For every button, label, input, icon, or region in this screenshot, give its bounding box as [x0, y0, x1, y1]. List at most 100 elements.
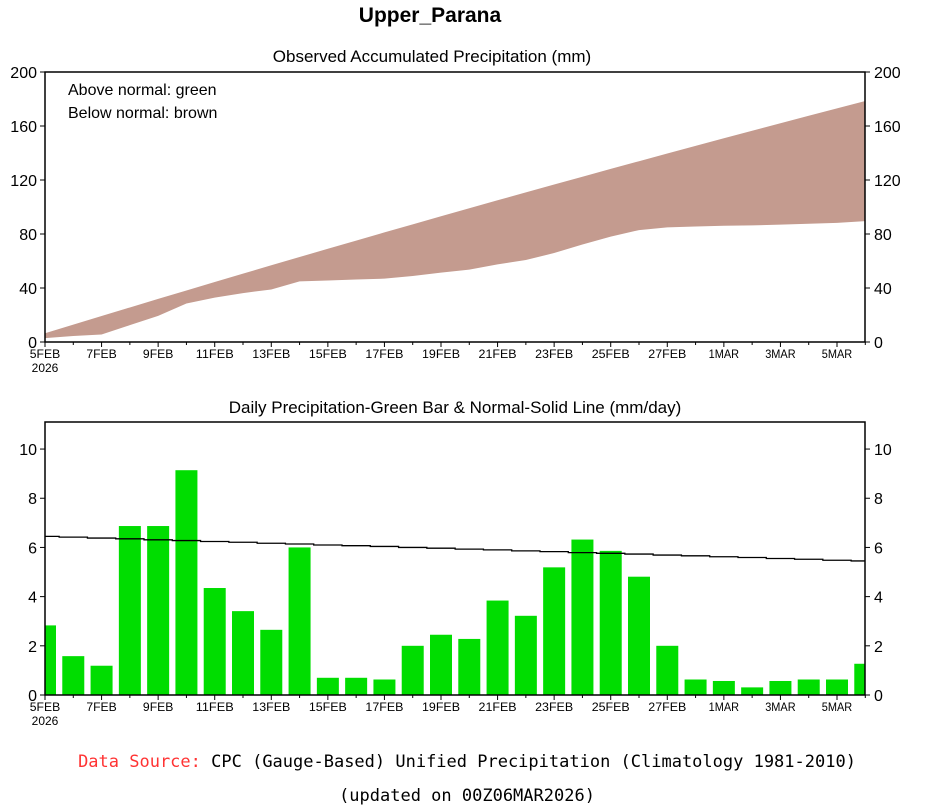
bottom-y-tick-label-right: 2 [874, 639, 883, 656]
top-x-tick-label: 23FEB [535, 347, 573, 361]
top-y-tick-label-left: 0 [28, 335, 37, 352]
daily-precip-bar [797, 679, 820, 695]
data-source-line: Data Source: CPC (Gauge-Based) Unified P… [0, 752, 934, 772]
daily-precip-bar [260, 629, 283, 695]
top-y-tick-label-left: 120 [10, 173, 37, 190]
data-source-text: CPC (Gauge-Based) Unified Precipitation … [211, 752, 856, 772]
bottom-x-tick-label: 5FEB [30, 700, 60, 714]
top-x-tick-label: 7FEB [86, 347, 116, 361]
top-y-tick-label-right: 160 [874, 119, 901, 136]
main-title: Upper_Parana [359, 4, 502, 27]
top-y-tick-label-right: 0 [874, 335, 883, 352]
top-x-tick-label: 11FEB [196, 347, 234, 361]
daily-precip-bar [543, 567, 566, 695]
daily-precip-bar [232, 611, 254, 695]
daily-precip-bar [147, 526, 170, 695]
bottom-x-tick-label: 17FEB [365, 700, 403, 714]
daily-precip-bar [316, 677, 339, 695]
top-plot-frame [44, 71, 866, 343]
bottom-x-tick-label: 5MAR [822, 700, 853, 714]
daily-precip-bar [401, 645, 424, 695]
bottom-x-tick-label: 19FEB [422, 700, 460, 714]
top-x-tick-label: 9FEB [143, 347, 173, 361]
top-x-tick-label: 25FEB [592, 347, 630, 361]
normal-precip-line [45, 535, 865, 562]
bottom-x-tick-label: 1MAR [709, 700, 740, 714]
top-chart-title: Observed Accumulated Precipitation (mm) [273, 47, 591, 66]
daily-precip-bar [826, 679, 848, 695]
bottom-y-tick-label-left: 2 [28, 639, 37, 656]
daily-precip-bar [571, 539, 594, 695]
daily-precip-bar [486, 600, 509, 695]
legend-above-normal: Above normal: green [68, 82, 217, 99]
daily-precip-bar [684, 679, 707, 695]
bottom-y-tick-label-right: 0 [874, 688, 883, 705]
accumulated-plot: 0 0 40 40 80 80 120 120 160 160 200 200 5FEB 7FEB 9FEB… [10, 65, 901, 375]
daily-precip-bar [90, 665, 113, 695]
bottom-x-tick-label: 11FEB [196, 700, 234, 714]
bottom-x-tick-label: 27FEB [648, 700, 686, 714]
precipitation-chart: Upper_Parana Observed Accumulated Precip… [10, 4, 901, 728]
top-y-tick-label-right: 200 [874, 65, 901, 82]
bottom-x-tick-label: 15FEB [309, 700, 347, 714]
daily-precip-bar [62, 656, 85, 695]
bottom-y-tick-label-left: 0 [28, 688, 37, 705]
legend-below-normal: Below normal: brown [68, 105, 217, 122]
bottom-x-tick-label: 21FEB [479, 700, 517, 714]
bottom-plot-frame [44, 421, 866, 696]
bottom-x-year-label: 2026 [32, 714, 59, 728]
bottom-chart-title: Daily Precipitation-Green Bar & Normal-S… [229, 398, 682, 417]
top-x-tick-label: 5FEB [30, 347, 60, 361]
top-x-tick-label: 19FEB [422, 347, 460, 361]
daily-precip-bar [656, 645, 679, 695]
bottom-y-tick-label-left: 4 [28, 590, 37, 607]
bottom-y-tick-label-right: 4 [874, 590, 883, 607]
daily-precip-bar [373, 679, 396, 695]
top-x-tick-label: 17FEB [365, 347, 403, 361]
daily-precip-bar [345, 677, 368, 695]
bottom-y-tick-label-right: 10 [874, 442, 892, 459]
daily-precip-bar [203, 588, 226, 695]
bottom-x-tick-label: 7FEB [86, 700, 116, 714]
bottom-x-tick-label: 3MAR [765, 700, 796, 714]
top-y-tick-label-right: 80 [874, 227, 892, 244]
top-y-tick-label-right: 120 [874, 173, 901, 190]
top-y-tick-label-right: 40 [874, 281, 892, 298]
daily-precip-bar [45, 625, 56, 695]
daily-precip-bar [628, 576, 650, 695]
daily-precip-bar [712, 680, 735, 695]
bottom-y-tick-label-left: 10 [19, 442, 37, 459]
bottom-y-tick-label-right: 8 [874, 491, 883, 508]
top-x-year-label: 2026 [32, 361, 59, 375]
top-x-tick-label: 5MAR [822, 347, 853, 361]
top-y-tick-label-left: 80 [19, 227, 37, 244]
top-x-tick-label: 15FEB [309, 347, 347, 361]
top-y-tick-label-left: 200 [10, 65, 37, 82]
bottom-x-tick-label: 9FEB [143, 700, 173, 714]
top-y-tick-label-left: 160 [10, 119, 37, 136]
top-x-tick-label: 1MAR [709, 347, 740, 361]
daily-precip-bar [741, 687, 764, 695]
daily-precip-bar [458, 638, 481, 695]
top-x-tick-label: 27FEB [648, 347, 686, 361]
daily-precip-bar [118, 526, 141, 695]
bottom-x-tick-label: 13FEB [252, 700, 290, 714]
daily-plot: 0 0 2 2 4 4 6 6 8 8 10 10 5FEB 7FEB 9FEB 11FEB 13FEB 15FE… [19, 421, 892, 728]
daily-precip-bar [599, 550, 622, 695]
data-source-label: Data Source: [78, 752, 201, 772]
updated-text: (updated on 00Z06MAR2026) [339, 786, 595, 806]
bottom-y-tick-label-right: 6 [874, 540, 883, 557]
daily-precip-bar [769, 680, 792, 695]
top-y-tick-label-left: 40 [19, 281, 37, 298]
top-x-tick-label: 21FEB [479, 347, 517, 361]
below-normal-area [45, 101, 866, 339]
bottom-y-tick-label-left: 8 [28, 491, 37, 508]
top-x-tick-label: 3MAR [765, 347, 796, 361]
top-x-tick-label: 13FEB [252, 347, 290, 361]
bottom-x-tick-label: 25FEB [592, 700, 630, 714]
bottom-y-tick-label-left: 6 [28, 540, 37, 557]
daily-precip-bar [288, 547, 311, 695]
bottom-x-tick-label: 23FEB [535, 700, 573, 714]
daily-precip-bar [854, 663, 865, 695]
daily-precip-bar [175, 470, 198, 695]
